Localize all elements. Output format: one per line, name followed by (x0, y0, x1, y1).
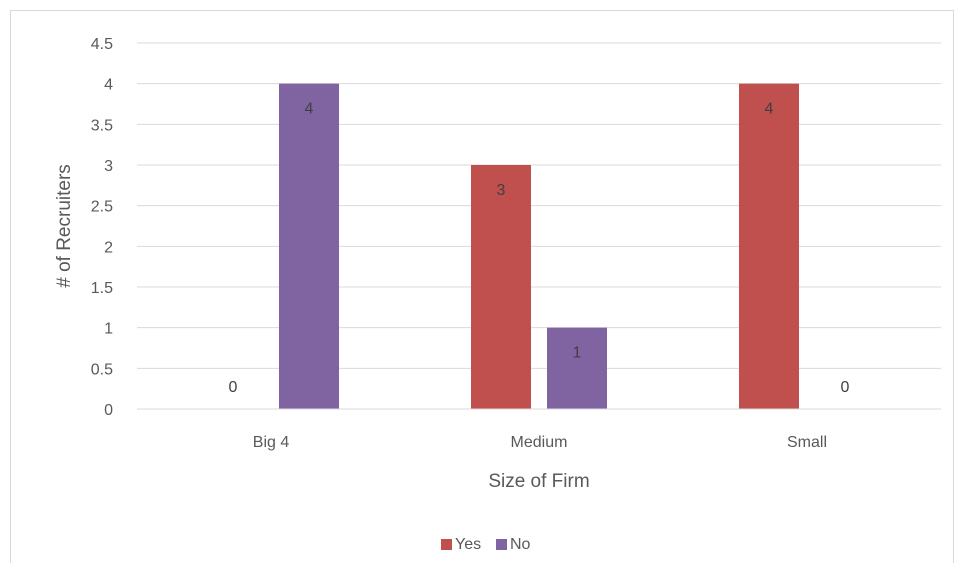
bar-no-medium (547, 327, 607, 409)
bar-yes-small (739, 83, 799, 410)
y-tick-label: 2.5 (91, 199, 113, 216)
legend: Yes No (441, 536, 531, 553)
y-tick-label: 0.5 (91, 361, 113, 378)
legend-swatch-no (496, 539, 507, 550)
y-tick-label: 4 (104, 77, 113, 94)
chart-frame (10, 10, 954, 563)
data-labels: 0 4 3 1 4 0 (229, 101, 850, 396)
data-label: 4 (765, 101, 774, 118)
y-axis-title: # of Recruiters (54, 164, 75, 288)
x-axis-title: Size of Firm (488, 471, 589, 492)
y-tick-label: 3 (104, 158, 113, 175)
y-tick-label: 2 (104, 239, 113, 256)
gridlines (137, 42, 941, 369)
x-tick-label: Small (787, 434, 827, 451)
y-tick-label: 4.5 (91, 36, 113, 53)
bar-no-big-4 (279, 83, 339, 410)
data-label: 4 (305, 101, 314, 118)
legend-swatch-yes (441, 539, 452, 550)
y-axis-ticks: 0 0.5 1 1.5 2 2.5 3 3.5 4 4.5 (91, 36, 113, 419)
y-tick-label: 1.5 (91, 280, 113, 297)
y-tick-label: 0 (104, 402, 113, 419)
x-tick-label: Medium (511, 434, 568, 451)
bars (279, 83, 799, 410)
data-label: 1 (573, 345, 582, 362)
data-label: 0 (229, 379, 238, 396)
data-label: 3 (497, 182, 506, 199)
bar-yes-medium (471, 165, 531, 409)
y-tick-label: 1 (104, 321, 113, 338)
x-axis-ticks: Big 4 Medium Small (253, 434, 827, 451)
legend-label-no: No (510, 536, 531, 553)
x-tick-label: Big 4 (253, 434, 290, 451)
legend-label-yes: Yes (455, 536, 481, 553)
data-label: 0 (841, 379, 850, 396)
y-tick-label: 3.5 (91, 117, 113, 134)
